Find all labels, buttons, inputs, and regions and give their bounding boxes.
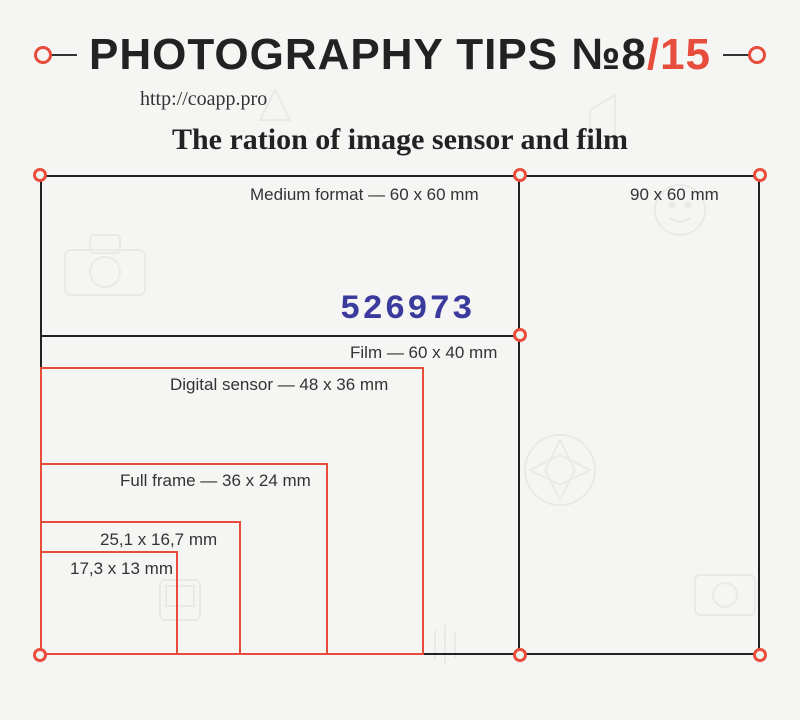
corner-marker-6 bbox=[753, 648, 767, 662]
sensor-label-1: Medium format — 60 x 60 mm bbox=[250, 185, 479, 205]
source-url: http://coapp.pro bbox=[140, 88, 760, 111]
title-line-left bbox=[40, 54, 77, 56]
corner-marker-0 bbox=[33, 168, 47, 182]
title-total: 15 bbox=[660, 30, 711, 79]
sensor-label-3: Digital sensor — 48 x 36 mm bbox=[170, 375, 388, 395]
subtitle: The ration of image sensor and film bbox=[40, 123, 760, 157]
sensor-label-0: 90 x 60 mm bbox=[630, 185, 719, 205]
corner-marker-2 bbox=[753, 168, 767, 182]
corner-marker-5 bbox=[513, 648, 527, 662]
title-line-right bbox=[723, 54, 760, 56]
sensor-label-5: 25,1 x 16,7 mm bbox=[100, 530, 217, 550]
page-title: PHOTOGRAPHY TIPS №8/15 bbox=[89, 30, 711, 80]
sensor-label-6: 17,3 x 13 mm bbox=[70, 559, 173, 579]
sensor-diagram: 526973 90 x 60 mmMedium format — 60 x 60… bbox=[40, 175, 760, 655]
title-row: PHOTOGRAPHY TIPS №8/15 bbox=[40, 30, 760, 80]
corner-marker-3 bbox=[513, 328, 527, 342]
sensor-label-4: Full frame — 36 x 24 mm bbox=[120, 471, 311, 491]
corner-marker-1 bbox=[513, 168, 527, 182]
main-container: PHOTOGRAPHY TIPS №8/15 http://coapp.pro … bbox=[0, 0, 800, 685]
corner-marker-4 bbox=[33, 648, 47, 662]
sensor-label-2: Film — 60 x 40 mm bbox=[350, 343, 497, 363]
title-main: PHOTOGRAPHY TIPS №8 bbox=[89, 30, 647, 79]
title-slash: / bbox=[647, 30, 660, 79]
